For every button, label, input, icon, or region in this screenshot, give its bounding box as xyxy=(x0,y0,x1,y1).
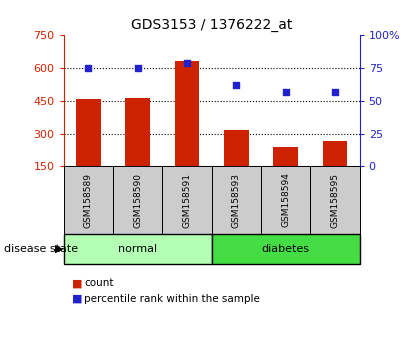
Text: GSM158593: GSM158593 xyxy=(232,172,241,228)
Text: normal: normal xyxy=(118,244,157,254)
Point xyxy=(332,89,338,95)
Title: GDS3153 / 1376222_at: GDS3153 / 1376222_at xyxy=(131,18,292,32)
Point xyxy=(233,82,240,88)
Text: GSM158594: GSM158594 xyxy=(281,172,290,228)
Bar xyxy=(76,99,101,166)
Text: GSM158590: GSM158590 xyxy=(133,172,142,228)
Point xyxy=(282,89,289,95)
Text: percentile rank within the sample: percentile rank within the sample xyxy=(84,294,260,304)
Point xyxy=(85,65,92,71)
Text: GSM158589: GSM158589 xyxy=(84,172,93,228)
Text: ▶: ▶ xyxy=(55,244,64,254)
Text: count: count xyxy=(84,278,114,288)
Bar xyxy=(323,141,347,166)
Bar xyxy=(175,61,199,166)
Text: GSM158595: GSM158595 xyxy=(330,172,339,228)
Bar xyxy=(273,147,298,166)
Text: ■: ■ xyxy=(72,278,83,288)
Bar xyxy=(224,130,249,166)
Text: disease state: disease state xyxy=(4,244,78,254)
Point xyxy=(134,65,141,71)
Text: ■: ■ xyxy=(72,294,83,304)
Point xyxy=(184,60,190,66)
Text: diabetes: diabetes xyxy=(262,244,309,254)
Bar xyxy=(125,98,150,166)
Text: GSM158591: GSM158591 xyxy=(182,172,192,228)
